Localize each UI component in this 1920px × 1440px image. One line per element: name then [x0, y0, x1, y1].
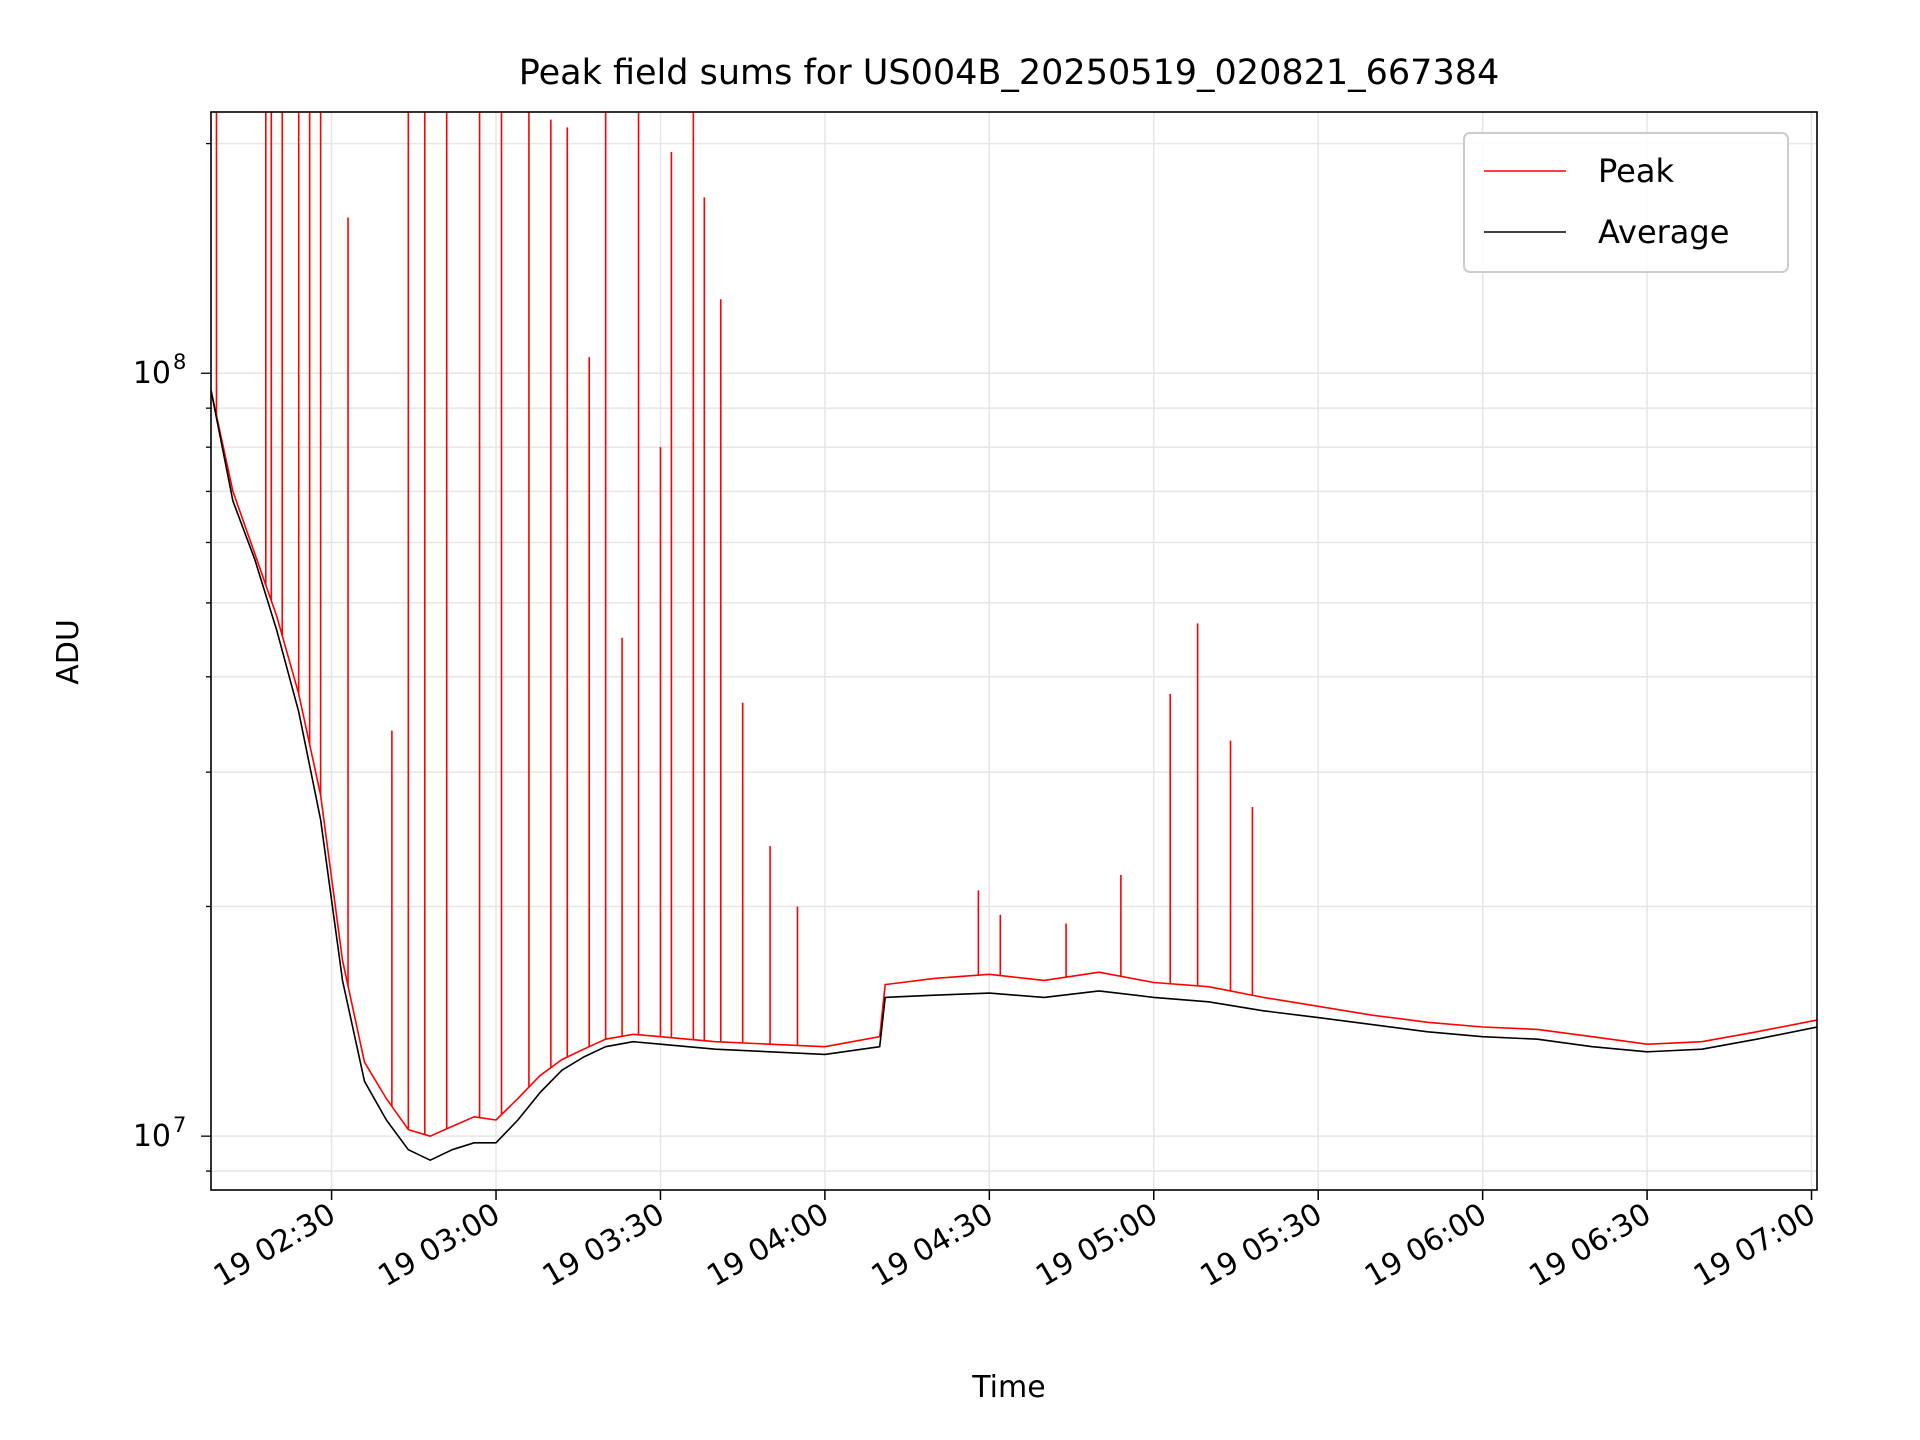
series-layer — [211, 112, 1817, 1161]
chart-title: Peak field sums for US004B_20250519_0208… — [519, 53, 1500, 93]
series-line-average — [211, 390, 1817, 1161]
legend-box — [1463, 132, 1789, 273]
x-axis-label: Time — [971, 1370, 1045, 1405]
series-line-peak — [211, 390, 1817, 1137]
series-peak — [211, 112, 1817, 1137]
y-tick-label: 10 — [133, 1119, 171, 1154]
y-axis-label: ADU — [51, 619, 86, 685]
legend-label-peak: Peak — [1598, 152, 1674, 190]
y-tick-exponent: 8 — [173, 350, 186, 374]
y-tick-label: 10 — [133, 356, 171, 391]
plot-frame — [210, 111, 1818, 1191]
legend: Peak Average — [1463, 132, 1789, 273]
series-average — [211, 390, 1817, 1161]
legend-label-average: Average — [1598, 213, 1729, 251]
y-tick-exponent: 7 — [173, 1113, 186, 1137]
grid-lines — [211, 112, 1817, 1190]
